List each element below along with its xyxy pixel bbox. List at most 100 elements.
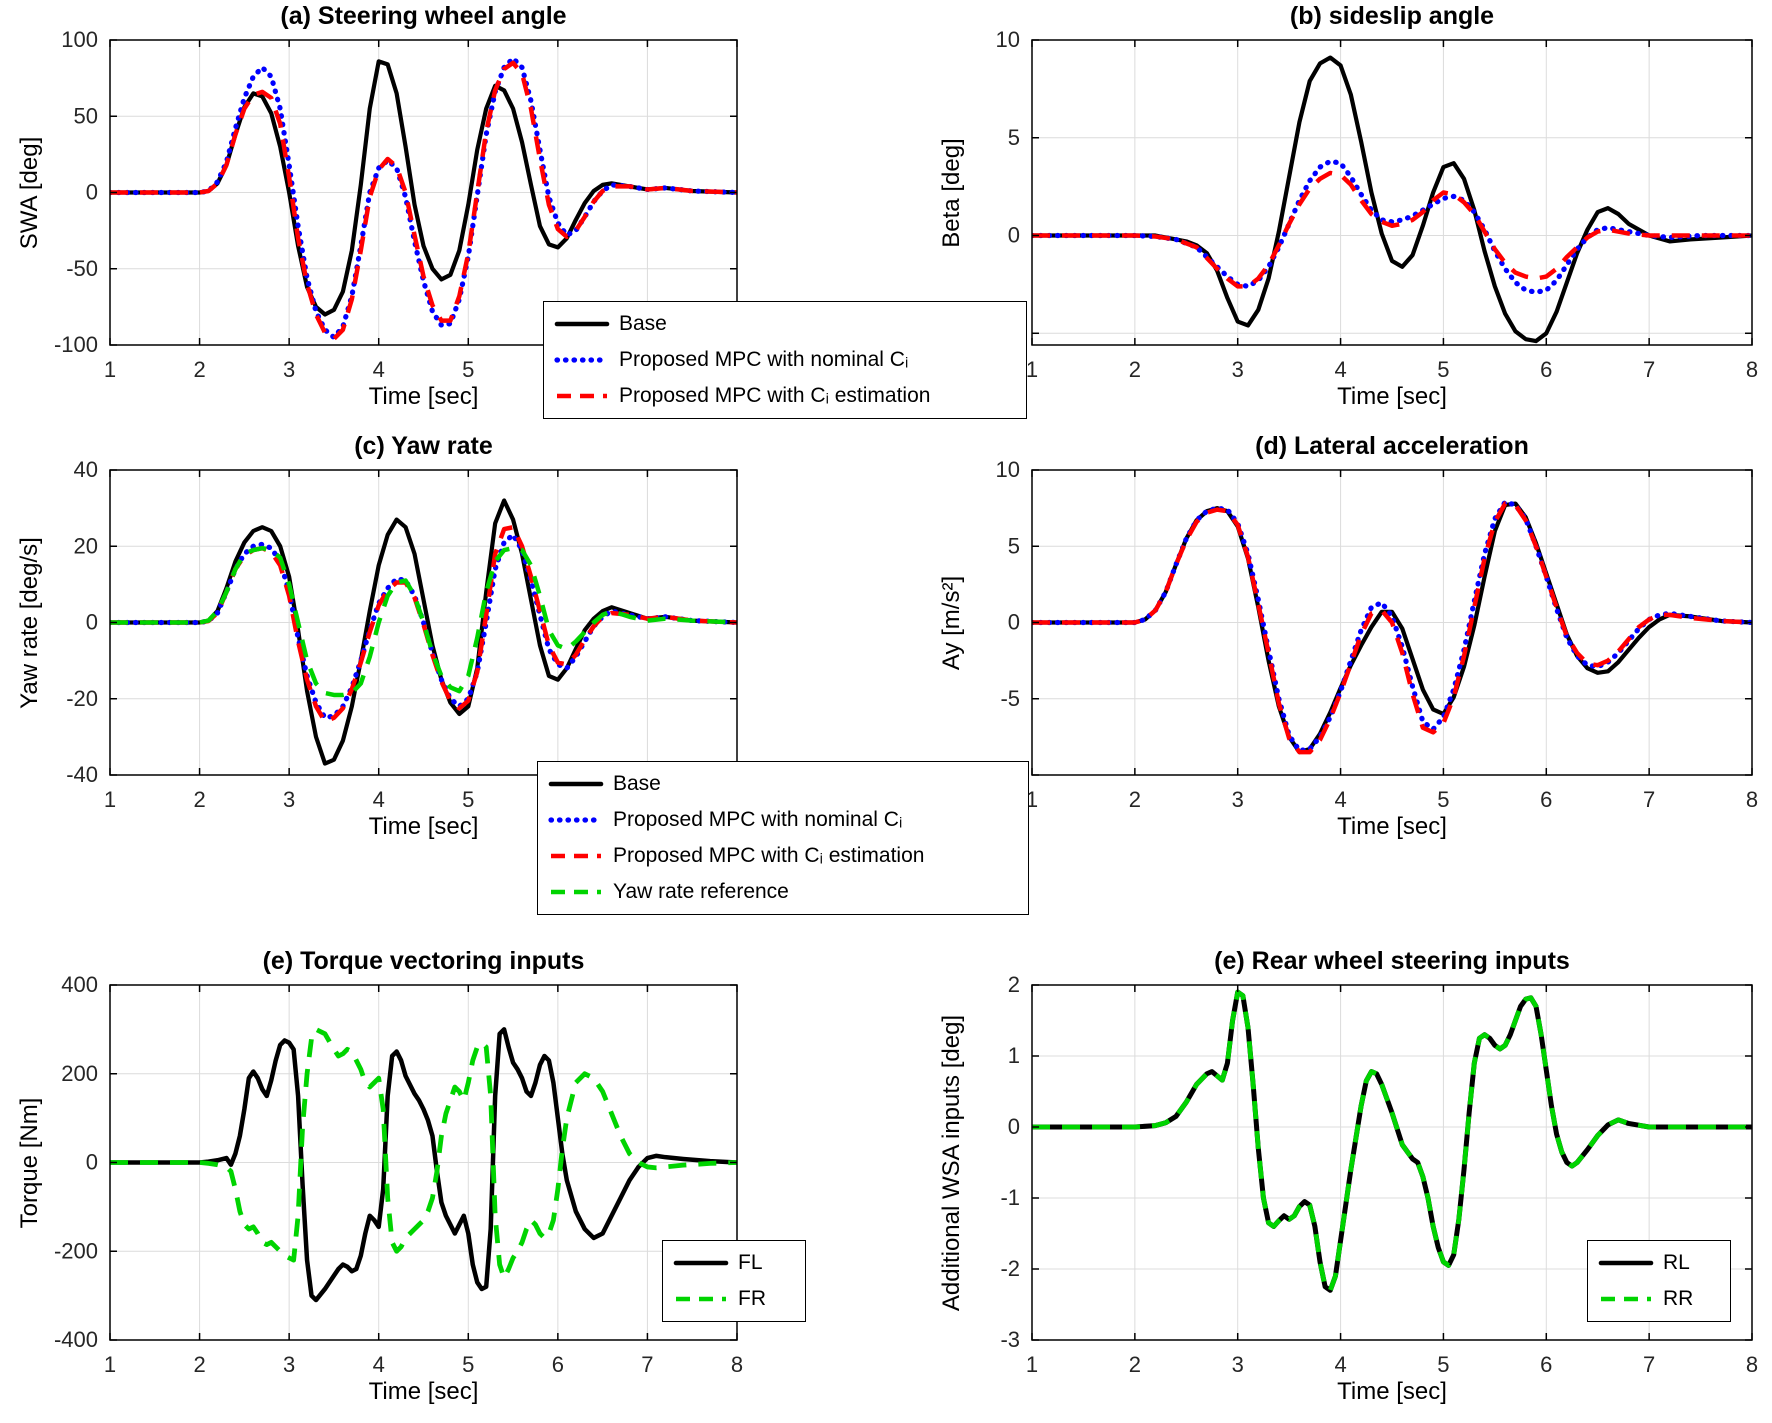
series-proposed-mpc-with-nominal-ci (110, 55, 737, 340)
x-tick-label: 2 (193, 357, 205, 382)
x-tick-label: 8 (731, 1352, 743, 1377)
series-rr (1032, 989, 1752, 1293)
legend-label: Yaw rate reference (613, 880, 789, 903)
panel-b-ylabel: Beta [deg] (938, 137, 965, 248)
series-base (1032, 55, 1752, 344)
legend-label: RR (1663, 1287, 1694, 1310)
y-tick-label: 40 (74, 457, 98, 482)
panel-e-title: (e) Torque vectoring inputs (262, 947, 585, 975)
series-proposed-mpc-with-ci-estimation (110, 60, 737, 342)
y-tick-label: 0 (86, 180, 98, 205)
y-tick-label: 400 (61, 972, 98, 997)
x-tick-label: 4 (373, 1352, 385, 1377)
x-tick-label: 2 (193, 787, 205, 812)
x-tick-label: 2 (1129, 787, 1141, 812)
x-tick-label: 2 (1129, 357, 1141, 382)
panel-c-xlabel: Time [sec] (368, 813, 479, 840)
legend-line-sample (548, 781, 604, 787)
legend-line-sample (1601, 1296, 1651, 1302)
legend-label: Base (619, 312, 667, 335)
series-lines (1032, 989, 1752, 1293)
y-tick-label: 1 (1008, 1043, 1020, 1068)
series-lines (1032, 55, 1752, 344)
y-tick-label: 0 (1008, 223, 1020, 248)
x-tick-label: 1 (104, 787, 116, 812)
legend-entry: Base (548, 766, 1018, 802)
y-tick-label: 0 (86, 610, 98, 635)
series-yaw-rate-reference (110, 545, 737, 698)
x-tick-label: 2 (1129, 1352, 1141, 1377)
x-tick-label: 7 (641, 1352, 653, 1377)
legend-line-sample (548, 817, 604, 823)
y-tick-label: -1 (1000, 1185, 1020, 1210)
y-tick-label: -5 (1000, 686, 1020, 711)
legend-label: Base (613, 772, 661, 795)
x-tick-label: 5 (1437, 1352, 1449, 1377)
x-tick-label: 3 (283, 787, 295, 812)
x-tick-label: 5 (462, 1352, 474, 1377)
x-tick-label: 5 (462, 787, 474, 812)
panel-a-ylabel: SWA [deg] (16, 136, 43, 249)
legend-entry: FR (673, 1281, 795, 1317)
x-tick-label: 1 (1026, 1352, 1038, 1377)
x-tick-label: 5 (1437, 357, 1449, 382)
axes-box (1031, 984, 1753, 1341)
legend-steering-wheel-angle: Base Proposed MPC with nominal Cᵢ Proposed… (543, 301, 1027, 419)
panel-d-xlabel: Time [sec] (1337, 813, 1447, 840)
x-tick-label: 4 (1334, 1352, 1346, 1377)
x-tick-label: 7 (1643, 1352, 1655, 1377)
series-proposed-mpc-with-ci-estimation (1032, 170, 1752, 289)
x-tick-label: 6 (1540, 787, 1552, 812)
panel-a-xlabel: Time [sec] (368, 383, 479, 410)
panel-a-title: (a) Steering wheel angle (280, 2, 567, 30)
x-tick-label: 7 (1643, 357, 1655, 382)
legend-yaw-rate: Base Proposed MPC with nominal Cᵢ Proposed… (537, 761, 1029, 915)
y-tick-label: 20 (74, 533, 98, 558)
legend-line-sample (673, 1260, 729, 1266)
axes-box (1031, 469, 1753, 776)
legend-line-sample (676, 1296, 726, 1302)
legend-label: Proposed MPC with Cᵢ estimation (613, 844, 925, 867)
series-lines (110, 1026, 737, 1303)
panel-d-ylabel: Ay [m/s²] (938, 575, 965, 670)
tick-labels: 1 2 3 4 5 6 7 8 -3 -2 -1 0 1 2 (1000, 972, 1758, 1377)
plot-torque-vectoring: 1 2 3 4 5 6 7 8 -400 -200 0 200 400 (54, 972, 743, 1377)
y-tick-label: -40 (66, 762, 98, 787)
axes-box (1031, 39, 1753, 346)
y-tick-label: 10 (996, 27, 1020, 52)
series-lines (110, 498, 737, 766)
series-proposed-mpc-with-ci-estimation (110, 524, 737, 724)
x-tick-label: 3 (283, 357, 295, 382)
y-tick-label: 50 (74, 103, 98, 128)
x-tick-label: 2 (193, 1352, 205, 1377)
legend-entry: Yaw rate reference (548, 874, 1018, 910)
tick-labels: 1 2 3 4 5 6 7 8 -400 -200 0 200 400 (54, 972, 743, 1377)
x-tick-label: 3 (1232, 787, 1244, 812)
grid-lines (1031, 39, 1753, 345)
legend-entry: Base (554, 306, 1016, 342)
x-tick-label: 3 (283, 1352, 295, 1377)
y-tick-label: 0 (1008, 1114, 1020, 1139)
y-tick-label: -2 (1000, 1256, 1020, 1281)
axes-box (109, 39, 738, 346)
x-tick-label: 1 (104, 1352, 116, 1377)
legend-entry: Proposed MPC with nominal Cᵢ (554, 342, 1016, 378)
x-tick-label: 7 (1643, 787, 1655, 812)
y-tick-label: 0 (1008, 610, 1020, 635)
series-lines (1032, 499, 1752, 755)
legend-line-sample (551, 853, 601, 859)
x-tick-label: 4 (373, 787, 385, 812)
legend-label: FL (738, 1251, 763, 1274)
legend-label: Proposed MPC with nominal Cᵢ (619, 348, 909, 371)
legend-entry: Proposed MPC with Cᵢ estimation (554, 378, 1016, 414)
legend-line-sample (551, 889, 601, 895)
x-tick-label: 5 (462, 357, 474, 382)
y-tick-label: -100 (54, 332, 98, 357)
legend-label: RL (1663, 1251, 1690, 1274)
x-tick-label: 6 (1540, 357, 1552, 382)
panel-e-ylabel: Torque [Nm] (16, 1097, 43, 1228)
